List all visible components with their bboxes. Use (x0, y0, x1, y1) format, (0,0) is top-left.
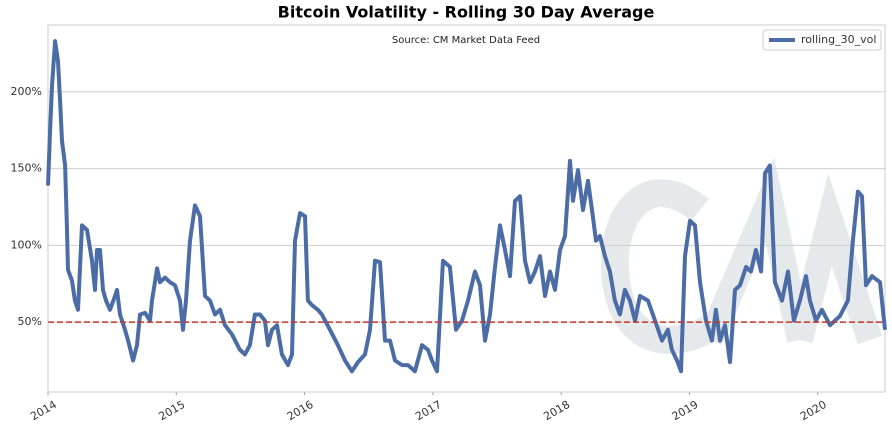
x-tick-label: 2019 (670, 398, 701, 423)
x-tick-label: 2018 (541, 398, 572, 423)
chart-title: Bitcoin Volatility - Rolling 30 Day Aver… (278, 3, 655, 22)
plot-frame (47, 24, 886, 393)
x-tick-label: 2020 (798, 398, 829, 423)
data-line (46, 39, 887, 374)
x-tick-label: 2015 (157, 398, 188, 423)
legend-box (762, 29, 882, 51)
x-tick-label: 2017 (413, 398, 444, 423)
x-tick-label: 2016 (285, 398, 316, 423)
legend-label: rolling_30_vol (801, 33, 876, 46)
watermark (600, 179, 730, 354)
y-tick-label: 50% (18, 315, 42, 328)
y-tick-label: 100% (11, 238, 42, 251)
y-tick-label: 200% (11, 85, 42, 98)
x-tick-label: 2014 (28, 398, 59, 423)
subtitle: Source: CM Market Data Feed (392, 35, 540, 46)
y-tick-label: 150% (11, 162, 42, 175)
